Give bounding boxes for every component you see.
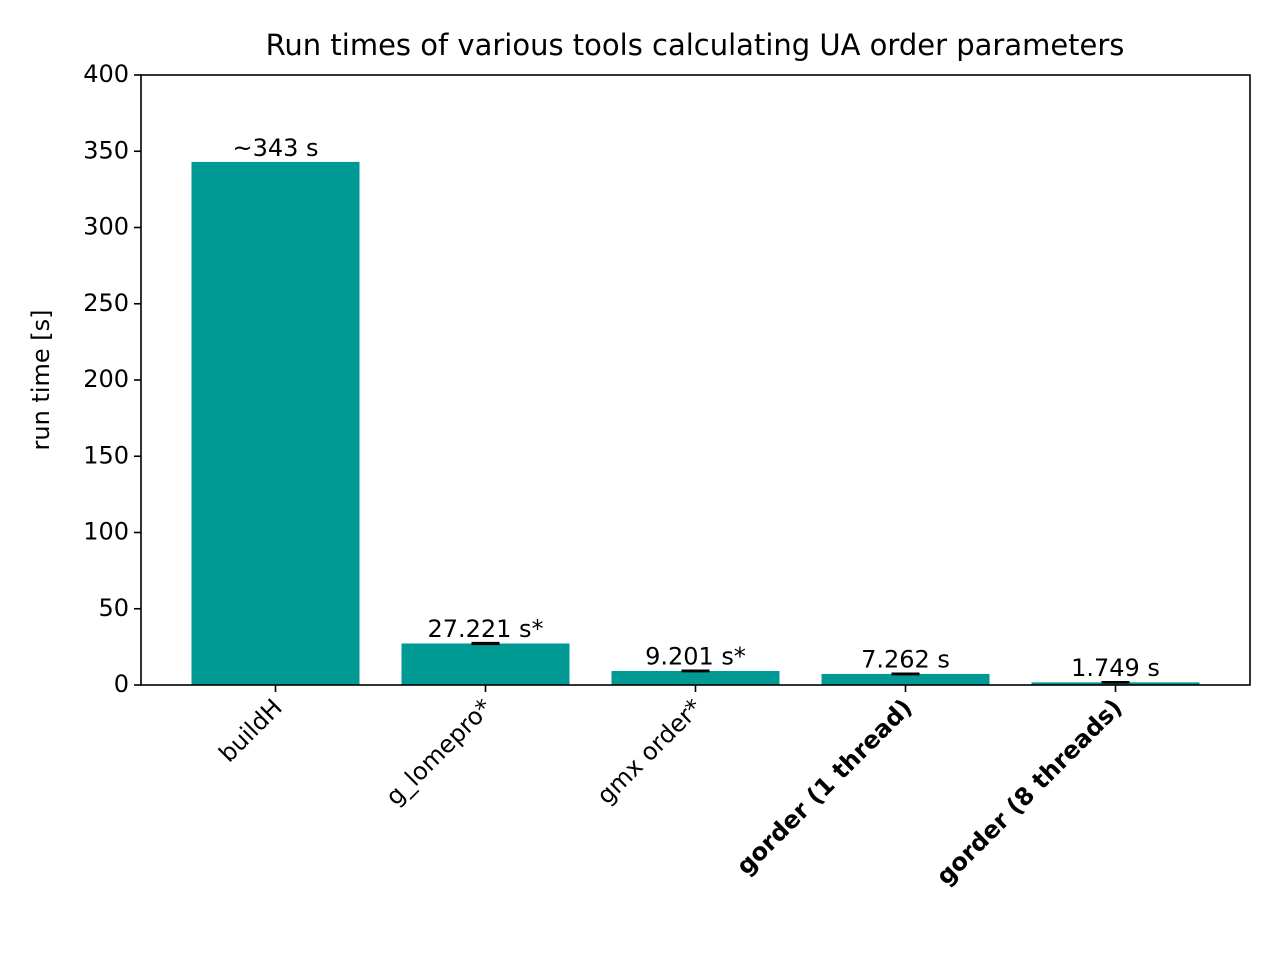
bar bbox=[191, 161, 360, 686]
y-tick-label: 300 bbox=[83, 213, 129, 241]
axes-frame bbox=[140, 74, 1251, 686]
value-label: ~343 s bbox=[232, 134, 318, 162]
y-tick-label: 0 bbox=[114, 670, 129, 698]
bar bbox=[611, 670, 780, 685]
y-tick-label: 50 bbox=[98, 594, 129, 622]
y-axis-label: run time [s] bbox=[27, 310, 55, 451]
value-label: 7.262 s bbox=[861, 645, 950, 673]
bar bbox=[401, 643, 570, 685]
y-tick-label: 100 bbox=[83, 518, 129, 546]
bar bbox=[1031, 682, 1200, 685]
y-tick-label: 250 bbox=[83, 289, 129, 317]
bar bbox=[821, 673, 990, 685]
y-tick-label: 150 bbox=[83, 441, 129, 469]
y-tick-label: 400 bbox=[83, 60, 129, 88]
value-label: 27.221 s* bbox=[427, 615, 543, 643]
chart-title: Run times of various tools calculating U… bbox=[266, 28, 1125, 62]
value-label: 1.749 s bbox=[1071, 654, 1160, 682]
y-tick-label: 200 bbox=[83, 365, 129, 393]
y-tick-label: 350 bbox=[83, 136, 129, 164]
value-label: 9.201 s* bbox=[645, 643, 746, 671]
